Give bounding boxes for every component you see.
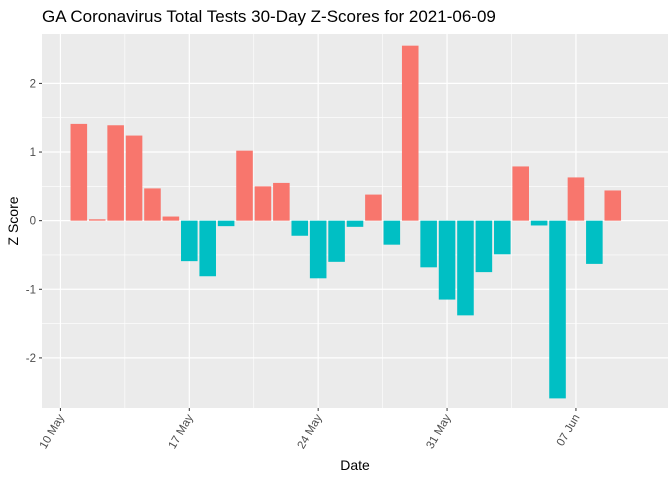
x-tick-label: 07 Jun	[555, 413, 583, 449]
bar	[604, 190, 622, 221]
x-tick-label: 24 May	[296, 412, 325, 451]
y-tick-label: 0	[30, 216, 36, 228]
bar	[291, 220, 309, 236]
x-tick-label: 17 May	[167, 412, 196, 451]
bar	[346, 220, 364, 227]
bar	[144, 188, 161, 221]
y-tick-label: 2	[30, 78, 36, 90]
bar	[217, 220, 235, 227]
bar	[254, 186, 272, 221]
bar	[273, 182, 290, 221]
bar	[494, 220, 511, 255]
bar	[199, 220, 216, 277]
x-axis-label: Date	[340, 457, 370, 473]
bar	[475, 220, 493, 273]
bar	[567, 177, 585, 221]
bar	[512, 166, 529, 221]
x-axis: 10 May 17 May 24 May 31 May 07 Jun	[38, 408, 583, 451]
chart-title: GA Coronavirus Total Tests 30-Day Z-Scor…	[42, 7, 496, 26]
bar	[457, 220, 474, 316]
bar	[236, 150, 253, 221]
bar	[181, 220, 198, 262]
bars	[70, 45, 622, 399]
x-tick-label: 10 May	[38, 412, 67, 451]
bar	[70, 123, 88, 221]
y-tick-label: -2	[26, 353, 36, 365]
bar	[530, 220, 548, 226]
bar	[549, 220, 566, 399]
bar	[107, 125, 124, 221]
bar	[401, 45, 419, 221]
y-tick-label: -1	[26, 284, 36, 296]
y-axis: -2 -1 0 1 2	[26, 78, 42, 365]
bar	[88, 219, 106, 221]
bar	[125, 135, 143, 221]
bar	[438, 220, 456, 300]
bar	[420, 220, 437, 268]
bar	[162, 216, 180, 221]
y-tick-label: 1	[30, 147, 36, 159]
bar	[309, 220, 327, 279]
bar	[586, 220, 603, 264]
bar	[328, 220, 345, 262]
bar	[365, 194, 382, 221]
x-tick-label: 31 May	[424, 412, 453, 451]
y-axis-label: Z Score	[5, 196, 21, 245]
bar	[383, 220, 401, 245]
